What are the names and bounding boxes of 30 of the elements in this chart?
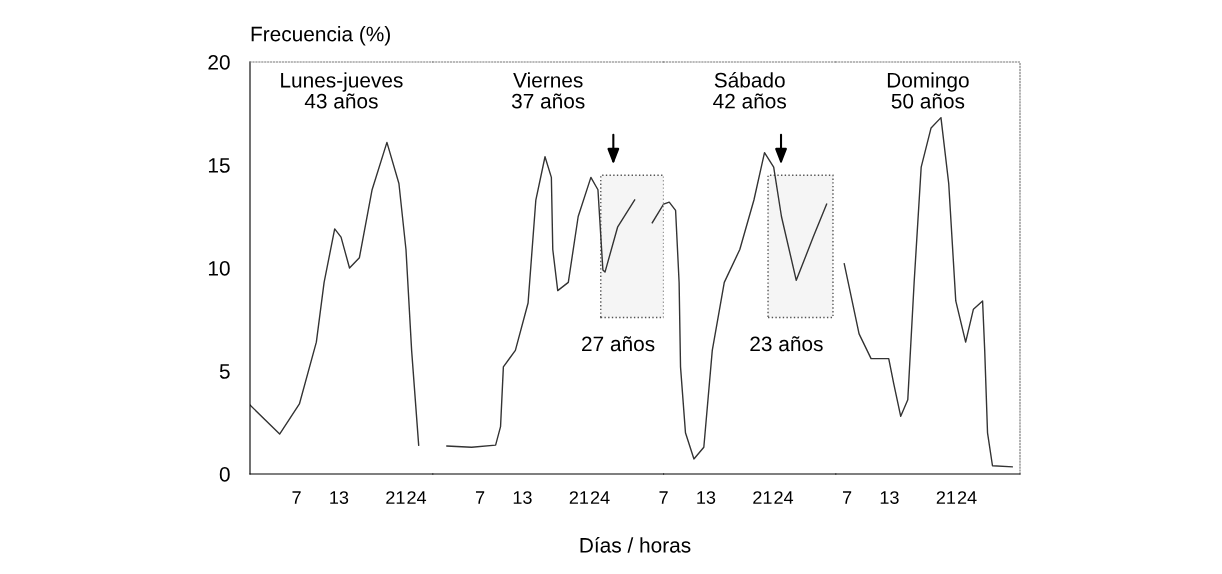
x-tick-label: 13 <box>330 491 349 504</box>
line-series <box>250 141 420 446</box>
x-tick-label: 21 <box>569 491 589 504</box>
text: Domingo 50 años <box>887 72 969 109</box>
x-tick-label: 13 <box>697 491 716 504</box>
x-tick-label: 13 <box>880 491 899 504</box>
x-axis-title: Días / horas <box>580 537 691 553</box>
x-tick-label: 24 <box>774 491 794 504</box>
text: Viernes 37 años <box>511 72 585 109</box>
y-axis-title: Frecuencia (%) <box>251 26 390 46</box>
x-tick-label: 7 <box>292 491 301 504</box>
text: Sábado 42 años <box>713 72 787 109</box>
x-tick-label: 24 <box>407 491 427 504</box>
y-tick-label: 0 <box>219 467 230 482</box>
x-tick-label: 21 <box>936 491 956 504</box>
y-tick-label: 15 <box>208 158 230 173</box>
y-tick-label: 10 <box>208 261 230 276</box>
band-label: 23 años <box>750 336 823 352</box>
x-tick-label: 21 <box>753 491 772 504</box>
x-tick-label: 13 <box>513 491 532 504</box>
x-tick-label: 24 <box>957 491 977 504</box>
x-tick-label: 7 <box>475 491 485 504</box>
band-label: 27 años <box>582 336 655 352</box>
y-tick-label: 20 <box>208 55 230 70</box>
x-tick-label: 24 <box>590 491 610 504</box>
x-tick-label: 21 <box>386 491 405 504</box>
text: Lunes-jueves 43 años <box>281 72 403 109</box>
x-tick-label: 7 <box>659 491 668 504</box>
x-tick-label: 7 <box>842 491 852 504</box>
y-tick-label: 5 <box>219 364 230 379</box>
